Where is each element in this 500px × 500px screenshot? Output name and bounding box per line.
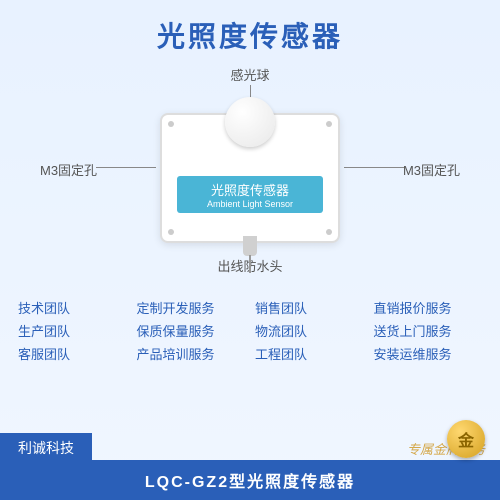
feature-team: 客服团队 <box>18 344 127 363</box>
gold-badge-icon: 金 <box>447 420 485 458</box>
feature-team: 物流团队 <box>255 321 364 340</box>
screw-icon <box>168 121 174 127</box>
annotation-right: M3固定孔 <box>403 160 460 179</box>
device-label: 光照度传感器 Ambient Light Sensor <box>177 176 323 213</box>
feature-service: 产品培训服务 <box>137 344 246 363</box>
device-label-en: Ambient Light Sensor <box>177 199 323 209</box>
feature-service: 安装运维服务 <box>374 344 483 363</box>
wire <box>249 255 251 273</box>
device-label-cn: 光照度传感器 <box>177 180 323 199</box>
feature-service: 送货上门服务 <box>374 321 483 340</box>
feature-team: 工程团队 <box>255 344 364 363</box>
sensor-dome <box>225 97 275 147</box>
screw-icon <box>326 121 332 127</box>
feature-team: 技术团队 <box>18 298 127 317</box>
screw-icon <box>326 229 332 235</box>
feature-team: 销售团队 <box>255 298 364 317</box>
feature-service: 直销报价服务 <box>374 298 483 317</box>
leader-line <box>344 167 404 168</box>
page-title: 光照度传感器 <box>0 0 500 60</box>
device-body: 光照度传感器 Ambient Light Sensor <box>160 113 340 243</box>
cable-gland <box>243 236 257 256</box>
feature-service: 保质保量服务 <box>137 321 246 340</box>
annotation-top: 感光球 <box>230 65 269 84</box>
feature-service: 定制开发服务 <box>137 298 246 317</box>
annotation-left: M3固定孔 <box>40 160 97 179</box>
brand-bar: 利诚科技 专属金牌服务 <box>0 434 500 462</box>
leader-line <box>96 167 156 168</box>
feature-team: 生产团队 <box>18 321 127 340</box>
model-bar: LQC-GZ2型光照度传感器 <box>0 460 500 500</box>
features-grid: 技术团队 定制开发服务 销售团队 直销报价服务 生产团队 保质保量服务 物流团队… <box>0 290 500 371</box>
product-diagram: 感光球 M3固定孔 M3固定孔 出线防水头 光照度传感器 Ambient Lig… <box>40 65 460 285</box>
screw-icon <box>168 229 174 235</box>
brand-name: 利诚科技 <box>0 433 92 463</box>
